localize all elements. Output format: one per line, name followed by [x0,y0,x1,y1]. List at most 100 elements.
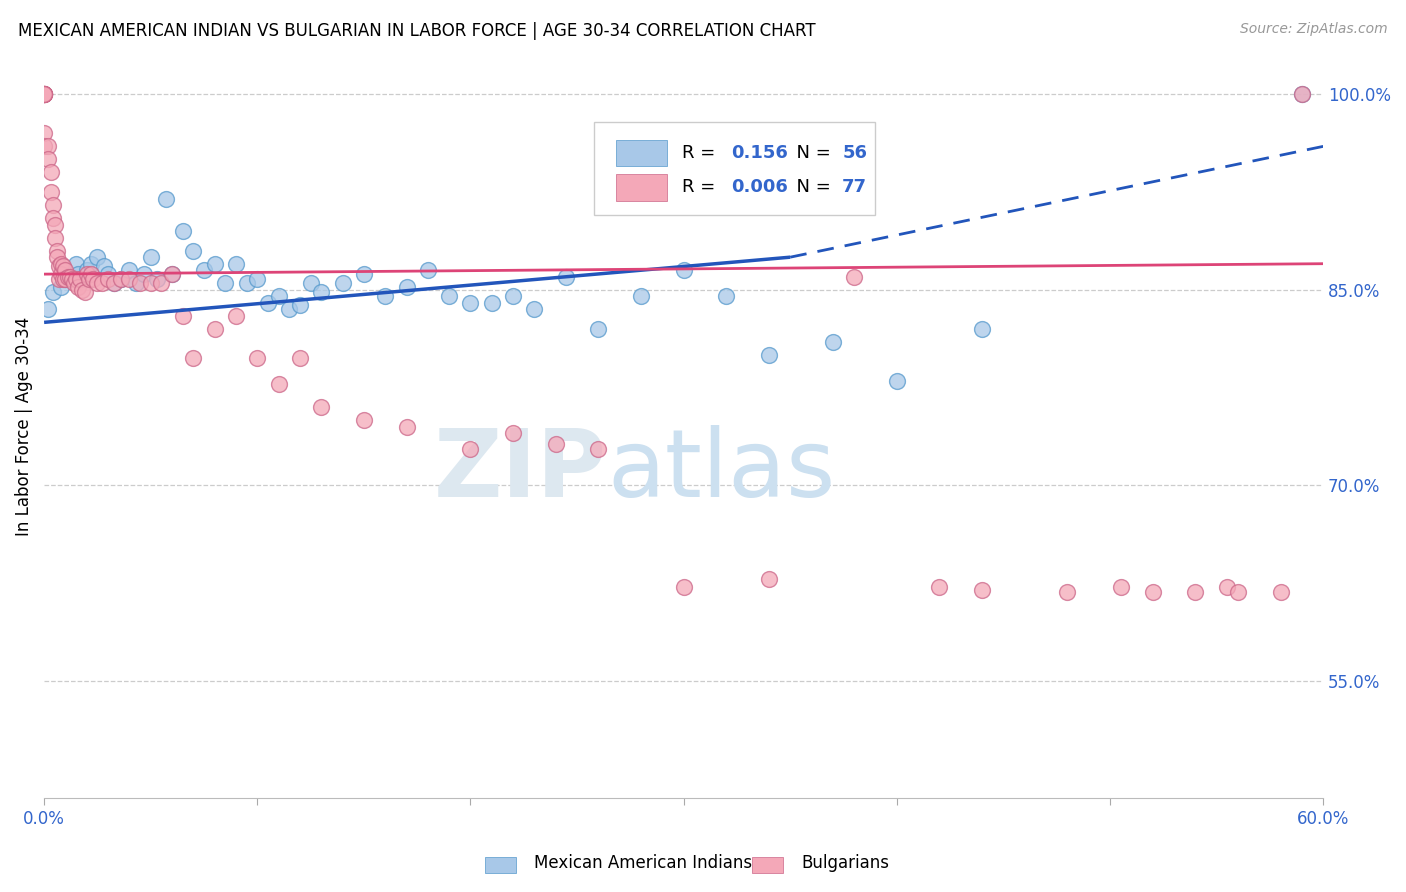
Point [416,263,439,277]
Text: 56: 56 [842,145,868,162]
Point [110,272,132,286]
Point [82,272,104,286]
Point [52,272,75,286]
Point [1184,585,1206,599]
Point [32,126,55,140]
Point [80,267,103,281]
Point [758,572,780,586]
Point [204,257,226,271]
Point [353,413,375,427]
Point [246,351,269,365]
Point [37,153,59,167]
Point [45,244,67,258]
Text: ZIP: ZIP [434,425,607,517]
Point [45,250,67,264]
Point [93,260,115,274]
FancyBboxPatch shape [616,140,666,167]
Point [183,351,205,365]
Point [160,267,183,281]
Point [76,267,98,281]
Point [299,277,322,291]
Point [353,267,375,281]
Point [86,277,108,291]
Point [118,263,141,277]
Point [72,272,94,286]
Point [146,272,169,286]
Point [886,374,908,388]
Point [502,289,524,303]
Point [278,302,301,317]
Point [129,277,152,291]
Text: 77: 77 [842,178,868,196]
Point [193,263,215,277]
Point [55,263,77,277]
Text: MEXICAN AMERICAN INDIAN VS BULGARIAN IN LABOR FORCE | AGE 30-34 CORRELATION CHAR: MEXICAN AMERICAN INDIAN VS BULGARIAN IN … [18,22,815,40]
Point [37,302,59,317]
Point [332,277,354,291]
Text: Source: ZipAtlas.com: Source: ZipAtlas.com [1240,22,1388,37]
Text: R =: R = [682,178,721,196]
Point [821,334,844,349]
Point [288,351,311,365]
Point [32,87,55,102]
Point [48,260,70,274]
Point [90,277,112,291]
Point [65,257,87,271]
Point [32,87,55,102]
Point [544,436,567,450]
Point [44,230,66,244]
Point [103,277,125,291]
Point [69,272,91,286]
Point [1109,580,1132,594]
Point [235,277,257,291]
Point [502,426,524,441]
Point [246,272,269,286]
Point [41,285,63,300]
Point [928,580,950,594]
Point [588,322,610,336]
Point [172,309,194,323]
Point [374,289,396,303]
Point [437,289,460,303]
Point [44,218,66,232]
Point [118,272,141,286]
Point [51,257,73,271]
Point [51,280,73,294]
Point [41,198,63,212]
Point [160,267,183,281]
Point [172,224,194,238]
Point [103,277,125,291]
Point [672,263,695,277]
Point [1056,585,1078,599]
Point [55,272,77,286]
Point [183,244,205,258]
Point [80,257,103,271]
Y-axis label: In Labor Force | Age 30-34: In Labor Force | Age 30-34 [15,317,32,536]
Point [716,289,738,303]
Point [77,272,100,286]
Point [1270,585,1292,599]
Point [1291,87,1313,102]
Point [288,298,311,312]
Point [52,260,75,274]
Point [309,400,332,414]
FancyBboxPatch shape [595,122,876,215]
Text: N =: N = [785,145,837,162]
Text: atlas: atlas [607,425,835,517]
Point [481,295,503,310]
Point [134,267,156,281]
Point [204,322,226,336]
Text: Bulgarians: Bulgarians [801,855,890,872]
Point [758,348,780,362]
Point [37,139,59,153]
Point [523,302,546,317]
FancyBboxPatch shape [616,174,666,201]
Point [60,272,83,286]
Point [257,295,280,310]
Point [555,269,578,284]
Point [63,277,86,291]
Point [630,289,652,303]
Point [970,322,993,336]
Point [56,269,79,284]
Point [1226,585,1249,599]
